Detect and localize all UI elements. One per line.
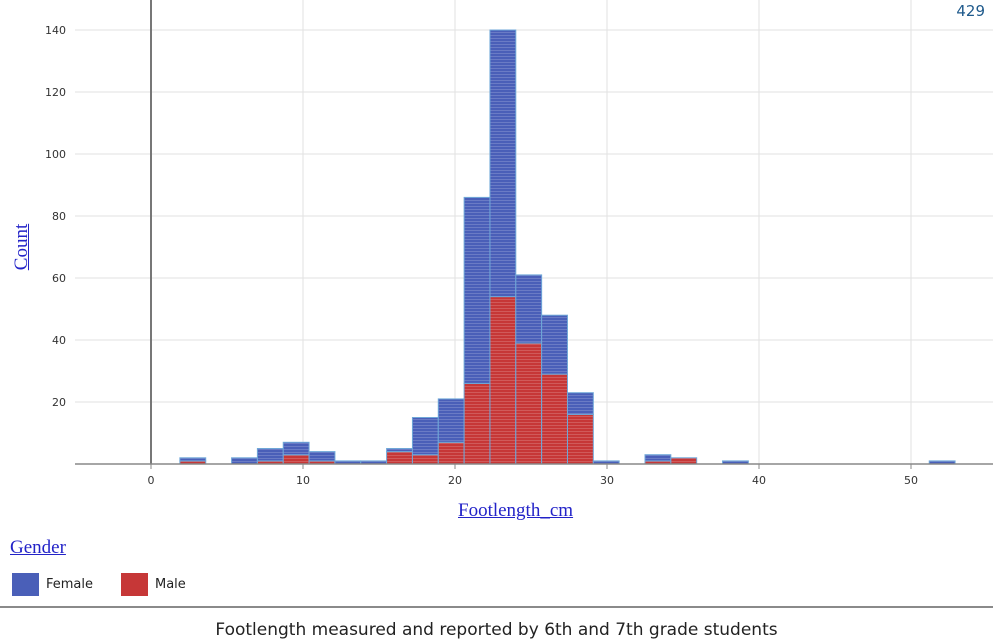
bar-female bbox=[256, 448, 284, 462]
bar-female bbox=[463, 196, 491, 384]
bars bbox=[179, 29, 956, 465]
bar-female bbox=[566, 392, 594, 415]
chart-caption: Footlength measured and reported by 6th … bbox=[215, 620, 778, 640]
x-tick-label: 50 bbox=[904, 474, 918, 487]
x-axis-label[interactable]: Footlength_cm bbox=[458, 500, 574, 521]
bar-female bbox=[308, 451, 336, 462]
legend-label-female: Female bbox=[46, 577, 94, 592]
bar-male bbox=[386, 451, 413, 465]
legend-swatch-female bbox=[12, 573, 39, 596]
bar-male bbox=[515, 342, 543, 465]
legend-swatch-male bbox=[121, 573, 148, 596]
bar-male bbox=[670, 457, 698, 465]
count-readout: 429 bbox=[956, 2, 985, 20]
bar-male bbox=[489, 296, 517, 465]
grid bbox=[75, 0, 993, 464]
bar-male bbox=[437, 441, 465, 465]
bar-female bbox=[282, 441, 310, 456]
bar-male bbox=[463, 382, 491, 465]
legend-label-male: Male bbox=[155, 577, 186, 592]
axes: 20 40 60 80 100 120 140 0 10 20 30 40 50 bbox=[45, 0, 993, 487]
bar-female bbox=[437, 398, 465, 443]
bar-female bbox=[541, 314, 568, 375]
bar-female bbox=[411, 417, 439, 456]
x-tick-label: 0 bbox=[148, 474, 155, 487]
x-tick-label: 10 bbox=[296, 474, 310, 487]
histogram-plot: 20 40 60 80 100 120 140 0 10 20 30 40 50 bbox=[45, 0, 993, 487]
bar-male bbox=[566, 413, 594, 465]
bar-female bbox=[231, 457, 258, 465]
x-tick-label: 20 bbox=[448, 474, 462, 487]
bar-male bbox=[411, 454, 439, 465]
bar-female bbox=[644, 454, 672, 462]
bar-female bbox=[386, 448, 413, 453]
x-tick-label: 40 bbox=[752, 474, 766, 487]
y-tick-label: 100 bbox=[45, 148, 66, 161]
bar-female bbox=[515, 274, 543, 344]
x-tick-label: 30 bbox=[600, 474, 614, 487]
bar-female bbox=[489, 29, 517, 298]
y-tick-label: 140 bbox=[45, 24, 66, 37]
divider bbox=[0, 606, 993, 608]
bar-male bbox=[541, 373, 568, 465]
y-tick-label: 80 bbox=[52, 210, 66, 223]
bar-female bbox=[179, 457, 207, 462]
y-tick-label: 60 bbox=[52, 272, 66, 285]
y-tick-label: 40 bbox=[52, 334, 66, 347]
legend-item-male[interactable]: Male bbox=[121, 573, 186, 596]
y-tick-label: 120 bbox=[45, 86, 66, 99]
y-axis-label[interactable]: Count bbox=[11, 223, 32, 271]
legend-item-female[interactable]: Female bbox=[12, 573, 93, 596]
legend-title[interactable]: Gender bbox=[10, 537, 66, 558]
bar-male bbox=[282, 454, 310, 465]
y-tick-label: 20 bbox=[52, 396, 66, 409]
